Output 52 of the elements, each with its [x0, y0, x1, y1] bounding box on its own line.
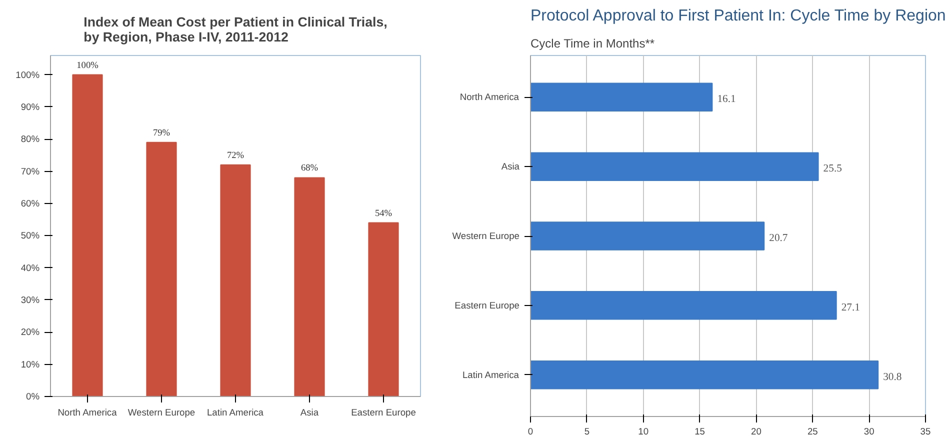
y-tick-label: 20%: [20, 327, 40, 338]
x-tick-label: 5: [584, 426, 590, 436]
data-label: 27.1: [841, 302, 860, 314]
y-tick-label: 60%: [20, 198, 40, 208]
bar: [530, 82, 713, 112]
x-tick-label: 0: [528, 426, 534, 436]
x-tick-label: 35: [920, 426, 931, 436]
x-tick-label: 25: [807, 426, 818, 436]
y-tick-label: Eastern Europe: [454, 300, 520, 310]
x-tick-label: 10: [638, 426, 649, 436]
data-label: 20.7: [769, 233, 788, 244]
chart-title: Protocol Approval to First Patient In: Cycle Time by Region: [530, 8, 946, 24]
data-label: 79%: [152, 128, 170, 138]
x-tick-label: Western Europe: [128, 408, 196, 418]
y-tick-label: 100%: [16, 70, 40, 80]
y-tick-label: 10%: [20, 359, 40, 370]
chart-subtitle: Cycle Time in Months**: [530, 36, 655, 50]
x-tick-label: Latin America: [206, 408, 264, 418]
bar: [294, 177, 325, 396]
x-tick-label: 20: [751, 426, 762, 436]
y-tick-label: Asia: [501, 162, 520, 172]
bar: [530, 152, 819, 181]
y-tick-label: 70%: [20, 166, 40, 176]
bar: [368, 222, 399, 396]
data-label: 30.8: [883, 372, 902, 383]
data-label: 25.5: [823, 164, 842, 175]
y-tick-label: 50%: [20, 230, 40, 241]
y-tick-label: 90%: [20, 102, 40, 112]
y-tick-label: 40%: [20, 262, 40, 273]
y-tick-label: Western Europe: [452, 231, 520, 241]
y-tick-label: Latin America: [462, 370, 520, 380]
bar: [72, 74, 103, 396]
y-tick-label: North America: [460, 92, 520, 102]
bar: [146, 142, 177, 396]
bar: [220, 164, 251, 396]
y-tick-label: 30%: [20, 294, 40, 305]
data-label: 100%: [76, 60, 99, 71]
x-tick-label: Eastern Europe: [351, 408, 416, 418]
y-tick-label: 80%: [20, 134, 40, 144]
y-tick-label: 0%: [26, 392, 40, 402]
bar: [530, 291, 837, 320]
data-label: 68%: [300, 164, 318, 174]
x-tick-label: North America: [58, 408, 118, 418]
x-tick-label: 30: [864, 426, 874, 436]
bar: [530, 360, 879, 390]
data-label: 72%: [226, 150, 244, 161]
chart-title: Index of Mean Cost per Patient in Clinical Trials, by Region, Phase I-IV, 2011-2012: [84, 14, 388, 44]
x-tick-label: Asia: [300, 408, 320, 418]
data-label: 16.1: [717, 94, 736, 106]
x-tick-label: 15: [694, 426, 705, 436]
bar: [530, 222, 765, 250]
data-label: 54%: [374, 208, 392, 219]
